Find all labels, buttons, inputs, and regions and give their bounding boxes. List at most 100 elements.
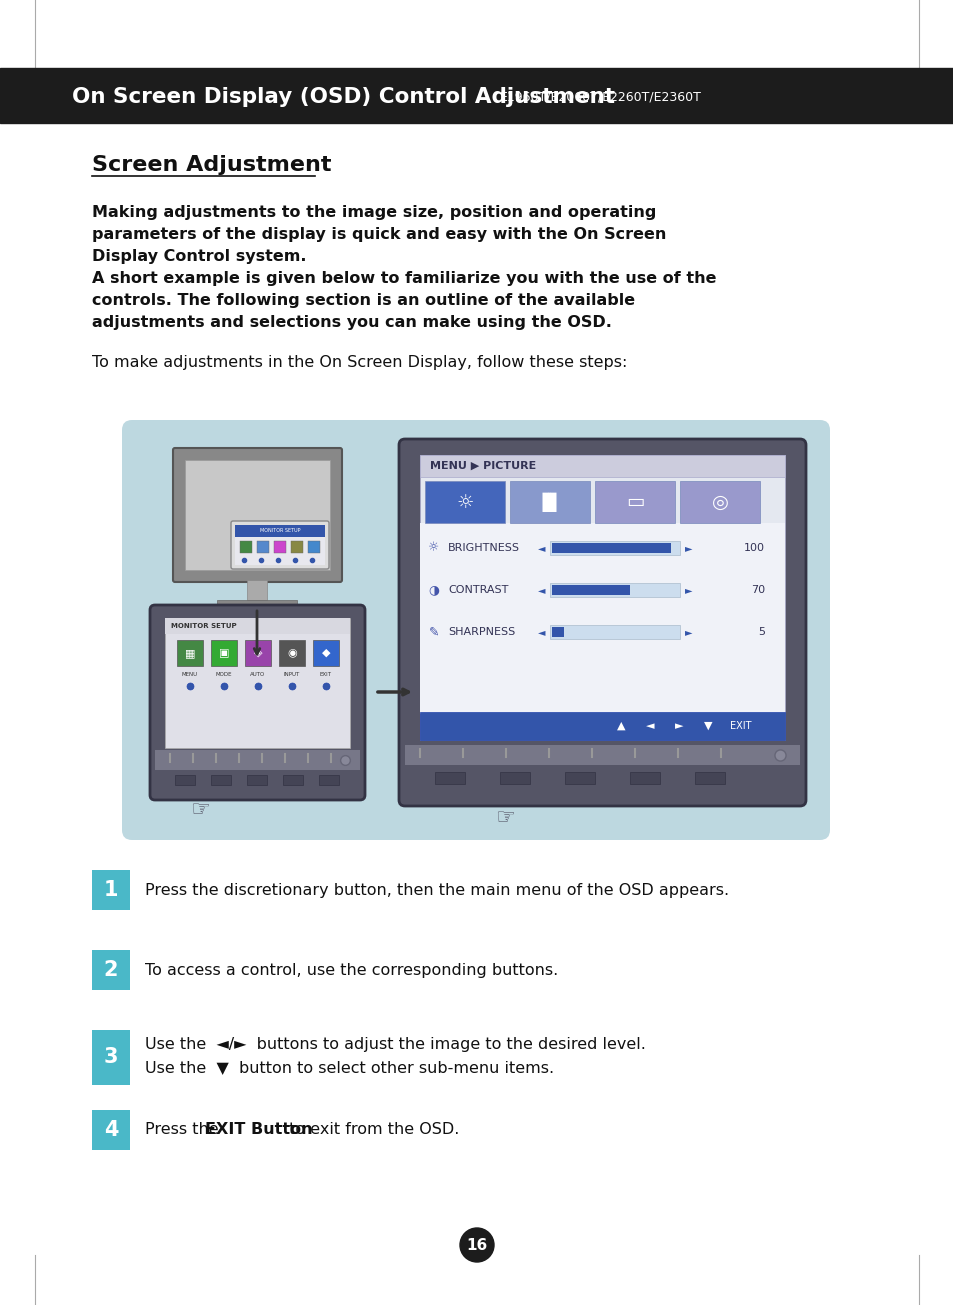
Text: MENU ▶ PICTURE: MENU ▶ PICTURE [430,461,536,471]
Text: 70: 70 [750,585,764,595]
Text: ◄: ◄ [645,720,654,731]
Text: MONITOR SETUP: MONITOR SETUP [259,529,300,534]
Bar [679,482,760,523]
Text: ◄: ◄ [537,626,544,637]
FancyBboxPatch shape [231,521,329,569]
Bar [291,542,303,553]
Bar [0,68,953,123]
Bar [211,639,236,666]
Bar [174,775,194,786]
Text: ◄: ◄ [537,585,544,595]
Bar [552,585,629,595]
Text: E1960T/E2060T/E2260T/E2360T: E1960T/E2060T/E2260T/E2360T [499,90,701,103]
Text: ▲: ▲ [616,720,624,731]
Text: ▐▌: ▐▌ [535,492,564,512]
Text: ✎: ✎ [428,625,438,638]
FancyBboxPatch shape [122,420,829,840]
Bar [256,542,269,553]
Text: Press the: Press the [145,1122,224,1138]
Text: ☼: ☼ [456,492,474,512]
Bar [91,870,130,910]
Text: 16: 16 [466,1237,487,1253]
Text: ▣: ▣ [218,649,229,658]
Bar [564,773,595,784]
Text: 3: 3 [104,1047,118,1067]
Bar [91,1030,130,1084]
Text: to exit from the OSD.: to exit from the OSD. [284,1122,459,1138]
Bar [550,583,679,596]
Text: ►: ► [684,585,692,595]
Text: MODE: MODE [215,672,232,676]
Bar [91,950,130,990]
Bar [419,523,784,714]
FancyBboxPatch shape [172,448,341,582]
Bar [91,1111,130,1150]
Text: EXIT Button: EXIT Button [205,1122,313,1138]
Bar [274,542,286,553]
Text: 2: 2 [104,960,118,980]
Bar [165,619,350,748]
Text: Display Control system.: Display Control system. [91,249,306,264]
Text: controls. The following section is an outline of the available: controls. The following section is an ou… [91,294,635,308]
Bar [550,542,679,555]
Bar [552,543,670,553]
Text: Making adjustments to the image size, position and operating: Making adjustments to the image size, po… [91,205,656,221]
Text: INPUT: INPUT [284,672,300,676]
Bar [245,639,271,666]
Bar [308,542,319,553]
Text: 100: 100 [743,543,764,553]
Bar [154,750,359,770]
Text: adjustments and selections you can make using the OSD.: adjustments and selections you can make … [91,315,611,330]
Bar [211,775,231,786]
Text: Use the  ◄/►  buttons to adjust the image to the desired level.: Use the ◄/► buttons to adjust the image … [145,1036,645,1052]
Bar [185,459,330,570]
Text: Press the discretionary button, then the main menu of the OSD appears.: Press the discretionary button, then the… [145,882,728,898]
Text: ▦: ▦ [185,649,195,658]
Text: Screen Adjustment: Screen Adjustment [91,155,331,175]
Text: ☞: ☞ [495,808,515,827]
Bar [165,619,350,634]
Bar [552,626,563,637]
Bar [240,542,252,553]
Text: AUTO: AUTO [250,672,265,676]
Bar [405,745,800,765]
Bar [510,482,589,523]
Bar [216,600,296,608]
Text: ▼: ▼ [703,720,712,731]
Text: 1: 1 [104,880,118,900]
Bar [695,773,724,784]
Text: MENU: MENU [182,672,198,676]
Bar [247,775,267,786]
Text: EXIT: EXIT [730,720,751,731]
Bar [595,482,675,523]
Text: ◄: ◄ [537,543,544,553]
Text: MONITOR SETUP: MONITOR SETUP [171,622,236,629]
Text: ►: ► [684,543,692,553]
Circle shape [459,1228,494,1262]
FancyBboxPatch shape [150,606,365,800]
Text: ◆: ◆ [321,649,330,658]
Text: To make adjustments in the On Screen Display, follow these steps:: To make adjustments in the On Screen Dis… [91,355,627,371]
FancyBboxPatch shape [398,438,805,806]
Text: ◉: ◉ [287,649,296,658]
Text: On Screen Display (OSD) Control Adjustment: On Screen Display (OSD) Control Adjustme… [71,87,615,107]
Bar [313,639,338,666]
Bar [177,639,203,666]
Bar [283,775,303,786]
Bar [419,455,784,478]
Text: parameters of the display is quick and easy with the On Screen: parameters of the display is quick and e… [91,227,666,241]
Text: EXIT: EXIT [319,672,332,676]
Text: SHARPNESS: SHARPNESS [448,626,515,637]
Bar [234,536,325,565]
Bar [629,773,659,784]
Text: 4: 4 [104,1120,118,1141]
Text: BRIGHTNESS: BRIGHTNESS [448,543,519,553]
Text: ☼: ☼ [428,542,439,555]
Bar [318,775,338,786]
Bar [419,713,784,740]
Text: ☞: ☞ [190,800,210,820]
Text: ◈: ◈ [253,649,262,658]
Text: Use the  ▼  button to select other sub-menu items.: Use the ▼ button to select other sub-men… [145,1061,554,1075]
Text: ▭: ▭ [625,492,643,512]
Text: To access a control, use the corresponding buttons.: To access a control, use the correspondi… [145,963,558,977]
